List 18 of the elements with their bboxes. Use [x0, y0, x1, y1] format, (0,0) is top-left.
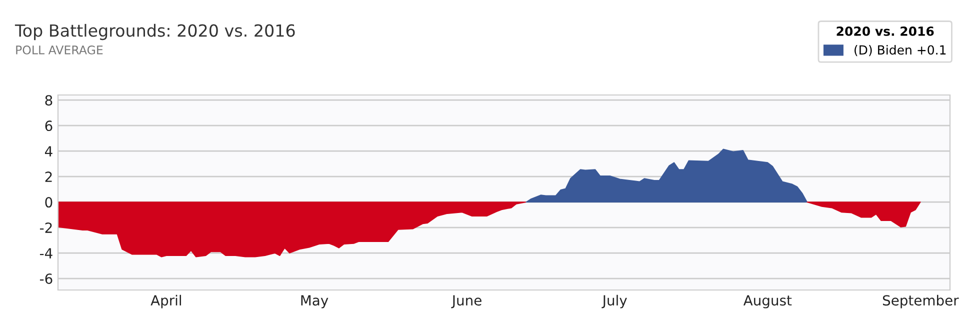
legend-title: 2020 vs. 2016: [836, 26, 934, 36]
x-tick-label: May: [301, 295, 328, 308]
x-tick-label: September: [882, 294, 959, 308]
y-tick-label: 4: [44, 146, 52, 156]
y-tick-label: 6: [45, 120, 52, 132]
y-tick-label: -2: [40, 222, 52, 233]
y-tick-label: 2: [45, 172, 52, 182]
x-tick-label: April: [150, 294, 181, 308]
x-tick-label: June: [451, 295, 482, 308]
y-tick-label: 8: [45, 95, 52, 106]
x-tick-label: August: [743, 295, 792, 308]
chart-subtitle: POLL AVERAGE: [16, 45, 103, 54]
legend-label: (D) Biden +0.1: [854, 44, 946, 56]
y-tick-label: -4: [40, 248, 52, 258]
chart-title: Top Battlegrounds: 2020 vs. 2016: [14, 24, 295, 40]
y-tick-label: -6: [40, 274, 52, 284]
y-tick-label: 0: [45, 197, 52, 208]
x-tick-label: July: [602, 294, 627, 308]
